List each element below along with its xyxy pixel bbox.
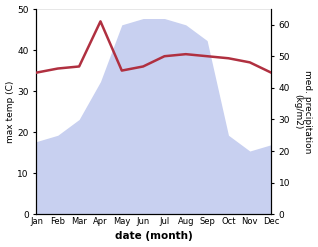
X-axis label: date (month): date (month) [115,231,193,242]
Y-axis label: max temp (C): max temp (C) [5,80,15,143]
Y-axis label: med. precipitation
(kg/m2): med. precipitation (kg/m2) [293,70,313,153]
